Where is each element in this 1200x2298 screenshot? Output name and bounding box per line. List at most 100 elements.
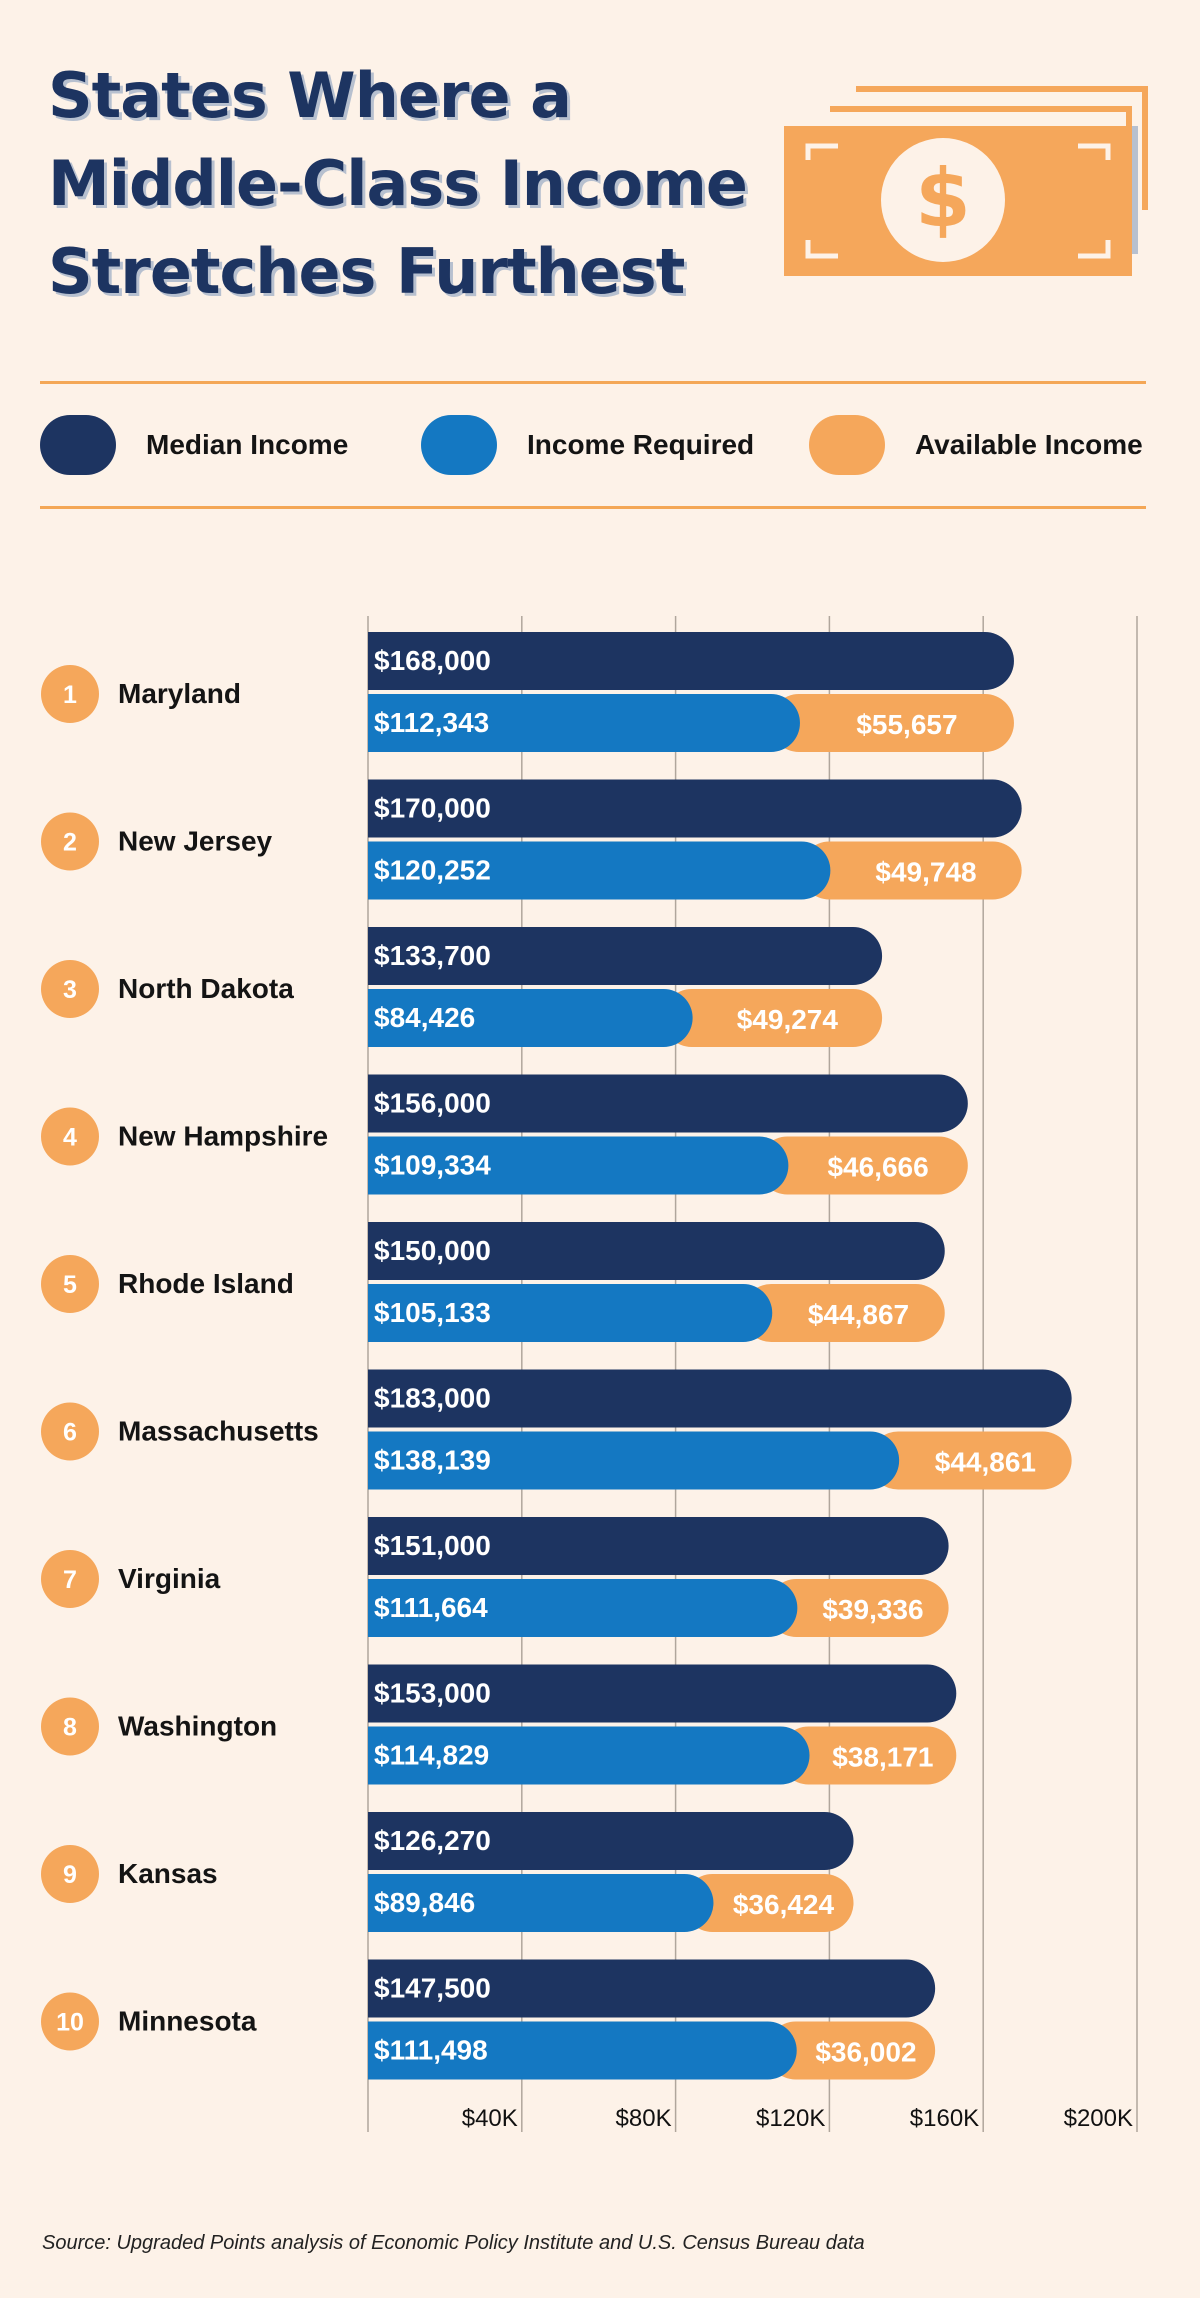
rank-number: 10 [56,2009,84,2037]
median-income-label: $170,000 [374,793,491,824]
available-income-label: $36,002 [815,2037,916,2068]
available-income-bar [766,2021,936,2080]
income-required-bar [368,2021,797,2080]
available-income-label: $49,274 [737,1004,839,1035]
available-income-label: $46,666 [827,1152,928,1183]
state-label: Massachusetts [118,1416,319,1447]
rank-badge [41,1255,99,1313]
state-label: North Dakota [118,973,294,1004]
median-income-bar [368,632,1014,690]
state-label: Washington [118,1711,277,1742]
income-required-label: $120,252 [374,855,491,886]
rank-number: 1 [63,681,77,709]
available-income-bar [769,694,1014,752]
available-income-label: $55,657 [856,709,957,740]
median-income-label: $168,000 [374,645,491,676]
legend-available: Available Income [809,414,1143,476]
available-income-label: $36,424 [733,1889,835,1920]
median-income-label: $183,000 [374,1383,491,1414]
state-label: Virginia [118,1563,221,1594]
income-required-bar [368,1431,900,1490]
available-income-bar [779,1726,957,1785]
available-income-label: $44,867 [808,1299,909,1330]
income-required-label: $105,133 [374,1297,491,1328]
source-note: Source: Upgraded Points analysis of Econ… [42,2232,865,2254]
state-label: Minnesota [118,2006,257,2037]
state-label: New Jersey [118,826,273,857]
income-required-label: $109,334 [374,1150,491,1181]
legend-swatch-available [809,415,885,475]
rank-badge [41,1107,99,1166]
available-income-label: $49,748 [875,857,976,888]
income-required-bar [368,989,693,1047]
available-income-bar [742,1284,945,1342]
x-tick-label: $160K [910,2105,979,2132]
median-income-bar [368,779,1022,838]
rank-number: 8 [63,1714,77,1742]
rank-badge [41,1992,99,2051]
median-income-bar [368,1222,945,1280]
state-label: Kansas [118,1858,218,1889]
rank-number: 6 [63,1419,77,1447]
state-label: Maryland [118,678,241,709]
rank-badge [41,1697,99,1756]
median-income-label: $153,000 [374,1678,491,1709]
state-label: New Hampshire [118,1121,328,1152]
rank-badge [41,665,99,723]
median-income-bar [368,1369,1072,1428]
rank-number: 4 [63,1124,77,1152]
rank-number: 3 [63,976,77,1004]
income-required-label: $84,426 [374,1002,475,1033]
legend-label-required: Income Required [527,429,755,460]
available-income-label: $38,171 [832,1742,933,1773]
median-income-label: $150,000 [374,1235,491,1266]
income-required-label: $114,829 [374,1740,489,1771]
legend-swatch-median [40,415,116,475]
income-required-bar [368,1579,798,1637]
median-income-label: $151,000 [374,1530,491,1561]
income-required-bar [368,1874,714,1932]
available-income-label: $44,861 [935,1447,1036,1478]
x-tick-label: $200K [1064,2105,1133,2132]
available-income-bar [683,1874,854,1932]
income-required-bar [368,694,800,752]
income-required-bar [368,1284,773,1342]
median-income-label: $126,270 [374,1825,491,1856]
legend-swatch-required [421,415,497,475]
rank-number: 2 [63,829,77,857]
income-required-label: $138,139 [374,1445,491,1476]
money-bills-icon: $ [784,86,1148,276]
rank-number: 9 [63,1861,77,1889]
median-income-label: $147,500 [374,1973,491,2004]
median-income-bar [368,1074,968,1133]
income-required-bar [368,1726,810,1785]
income-required-bar [368,841,831,900]
legend-label-available: Available Income [915,429,1143,460]
state-label: Rhode Island [118,1268,294,1299]
available-income-label: $39,336 [822,1594,923,1625]
x-tick-label: $80K [616,2105,672,2132]
svg-text:$: $ [915,152,971,245]
available-income-bar [662,989,883,1047]
rank-number: 7 [63,1566,77,1594]
rank-badge [41,812,99,871]
available-income-bar [869,1431,1072,1490]
legend-median: Median Income [40,414,348,476]
median-income-bar [368,927,883,985]
median-income-bar [368,1664,957,1723]
x-tick-label: $120K [756,2105,825,2132]
median-income-label: $156,000 [374,1088,491,1119]
available-income-bar [758,1136,968,1195]
median-income-bar [368,1959,936,2018]
income-required-label: $89,846 [374,1887,475,1918]
median-income-bar [368,1517,949,1575]
x-tick-label: $40K [462,2105,518,2132]
available-income-bar [800,841,1022,900]
income-required-label: $112,343 [374,707,489,738]
rank-number: 5 [63,1271,77,1299]
rank-badge [41,960,99,1018]
bottom-divider [40,506,1146,509]
legend-required: Income Required [421,414,754,476]
chart-title: States Where a Middle-Class Income Stret… [48,59,748,308]
